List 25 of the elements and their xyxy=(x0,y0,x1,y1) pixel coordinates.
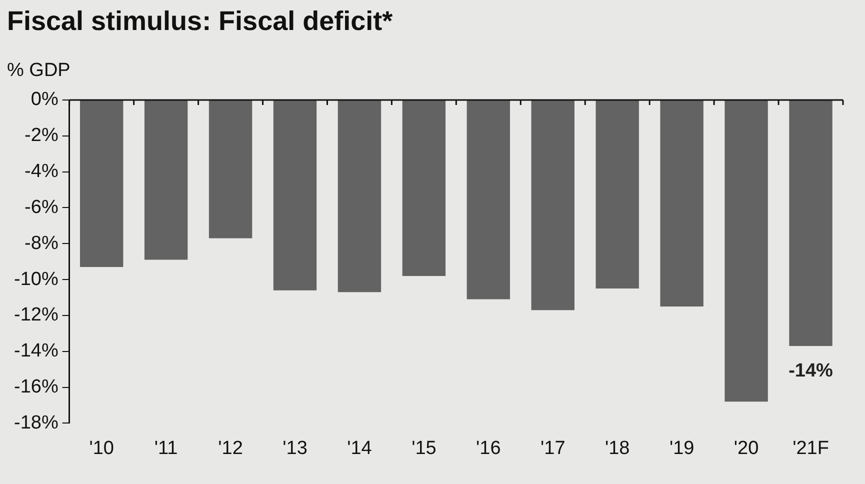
chart-title: Fiscal stimulus: Fiscal deficit* xyxy=(7,6,393,37)
y-tick-label: -8% xyxy=(24,232,58,254)
x-tick-label: '19 xyxy=(669,438,694,459)
x-tick-label: '18 xyxy=(604,438,630,459)
x-tick-label: '10 xyxy=(89,438,114,459)
x-tick-label: '11 xyxy=(154,438,178,459)
x-tick-label: '13 xyxy=(282,438,308,459)
x-tick-label: '16 xyxy=(476,438,501,459)
y-tick-label: -16% xyxy=(14,376,58,398)
x-tick-label: '14 xyxy=(347,438,372,459)
x-tick-label: '12 xyxy=(218,438,243,459)
x-tick-label: '20 xyxy=(734,438,759,459)
x-tick-label: '15 xyxy=(412,438,436,459)
y-tick-label: -10% xyxy=(14,268,58,290)
y-tick-label: 0% xyxy=(30,89,58,110)
y-tick-label: -2% xyxy=(24,125,58,146)
y-tick-label: -6% xyxy=(24,196,58,218)
y-tick-label: -4% xyxy=(24,161,58,182)
data-label: -14% xyxy=(788,360,834,382)
y-tick-label: -12% xyxy=(14,304,58,326)
x-tick-label: '21F xyxy=(792,438,829,459)
y-tick-label: -14% xyxy=(14,340,58,362)
y-tick-label: -18% xyxy=(14,412,58,434)
x-tick-label: '17 xyxy=(540,438,566,459)
y-axis-title: % GDP xyxy=(7,60,70,82)
